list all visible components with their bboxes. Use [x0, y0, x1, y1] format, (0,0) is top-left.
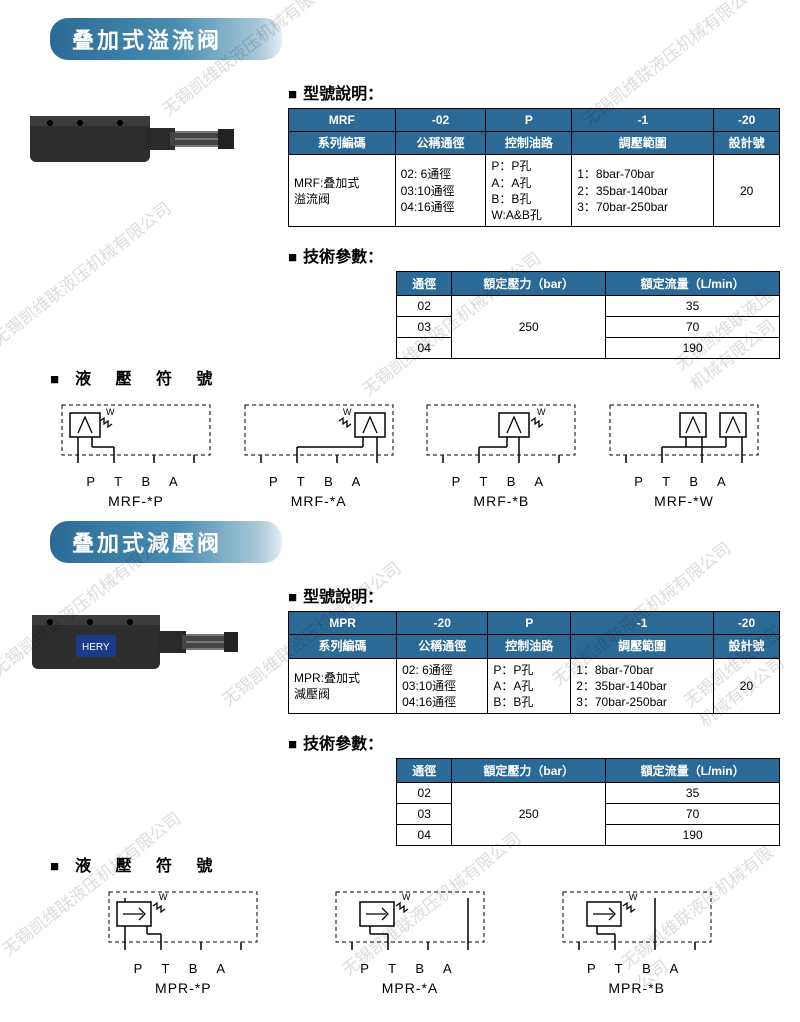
- th: 系列編碼: [289, 132, 396, 155]
- svg-text:W: W: [402, 892, 411, 902]
- th: 通徑: [397, 272, 452, 296]
- td: 20: [714, 155, 780, 227]
- symbol-ports: P T B A: [103, 961, 263, 976]
- th: 公稱通徑: [395, 132, 486, 155]
- svg-text:HERY: HERY: [82, 642, 110, 653]
- symbol-label: MRF-*P: [56, 493, 216, 509]
- product2-image: HERY: [20, 591, 250, 696]
- th: -02: [395, 109, 486, 132]
- th: 系列編碼: [289, 635, 397, 658]
- td: 250: [452, 296, 606, 359]
- th: -1: [572, 109, 714, 132]
- symbol-label: MRF-*W: [604, 493, 764, 509]
- symbol-ports: P T B A: [604, 474, 764, 489]
- symbol-label: MPR-*A: [330, 980, 490, 996]
- svg-text:W: W: [537, 407, 546, 417]
- product2-symbol-heading: 液 壓 符 號: [50, 852, 780, 876]
- symbol-ports: P T B A: [330, 961, 490, 976]
- th: 額定壓力（bar）: [452, 759, 606, 783]
- td: 04: [397, 825, 452, 846]
- th: 額定流量（L/min）: [606, 759, 780, 783]
- th: 調壓範圍: [572, 132, 714, 155]
- symbol-label: MRF-*A: [239, 493, 399, 509]
- th: P: [488, 612, 571, 635]
- product1-model-table: MRF -02 P -1 -20 系列編碼 公稱通徑 控制油路 調壓範圍 設計號…: [288, 108, 780, 227]
- symbol-mrf-p: W P T B A MRF-*P: [56, 399, 216, 509]
- symbol-mrf-b: W P T B A MRF-*B: [421, 399, 581, 509]
- symbol-label: MPR-*B: [557, 980, 717, 996]
- product1-spec-heading: 技術參數：: [288, 243, 780, 267]
- product1-model-heading: 型號說明：: [288, 80, 780, 104]
- th: -20: [714, 109, 780, 132]
- th: 控制油路: [488, 635, 571, 658]
- symbol-ports: P T B A: [56, 474, 216, 489]
- td: 03: [397, 317, 452, 338]
- symbol-mpr-a: W P T B A MPR-*A: [330, 886, 490, 996]
- th: 額定流量（L/min）: [606, 272, 780, 296]
- td: 1：8bar-70bar 2：35bar-140bar 3：70bar-250b…: [572, 155, 714, 227]
- td: 190: [606, 338, 780, 359]
- td: 02: 6通徑 03:10通徑 04:16通徑: [397, 658, 488, 714]
- th: 設計號: [714, 132, 780, 155]
- th: 調壓範圍: [571, 635, 714, 658]
- th: -20: [713, 612, 779, 635]
- td: 1：8bar-70bar 2：35bar-140bar 3：70bar-250b…: [571, 658, 714, 714]
- th: MRF: [289, 109, 396, 132]
- td: 190: [606, 825, 780, 846]
- symbol-mrf-w: P T B A MRF-*W: [604, 399, 764, 509]
- symbol-ports: P T B A: [557, 961, 717, 976]
- th: -20: [397, 612, 488, 635]
- product2-model-table: MPR -20 P -1 -20 系列編碼 公稱通徑 控制油路 調壓範圍 設計號…: [288, 611, 780, 714]
- td: 03: [397, 804, 452, 825]
- td: 70: [606, 317, 780, 338]
- symbol-mrf-a: W P T B A MRF-*A: [239, 399, 399, 509]
- td: 04: [397, 338, 452, 359]
- product1-image: [20, 88, 250, 193]
- th: 設計號: [713, 635, 779, 658]
- th: 公稱通徑: [397, 635, 488, 658]
- th: 控制油路: [486, 132, 572, 155]
- th: P: [486, 109, 572, 132]
- svg-text:W: W: [629, 892, 638, 902]
- symbol-ports: P T B A: [421, 474, 581, 489]
- product1-title: 叠加式溢流阀: [50, 18, 282, 60]
- th: -1: [571, 612, 714, 635]
- svg-text:W: W: [343, 407, 352, 417]
- symbol-mpr-b: W P T B A MPR-*B: [557, 886, 717, 996]
- symbol-label: MPR-*P: [103, 980, 263, 996]
- product2-model-heading: 型號說明：: [288, 583, 780, 607]
- td: P：P孔 A：A孔 B：B孔 W:A&B孔: [486, 155, 572, 227]
- th: MPR: [289, 612, 397, 635]
- td: 35: [606, 296, 780, 317]
- td: 02: [397, 296, 452, 317]
- td: 20: [713, 658, 779, 714]
- product2-title: 叠加式減壓阀: [50, 521, 282, 563]
- td: MPR:叠加式 減壓阀: [289, 658, 397, 714]
- symbol-label: MRF-*B: [421, 493, 581, 509]
- symbol-ports: P T B A: [239, 474, 399, 489]
- td: 35: [606, 783, 780, 804]
- td: 70: [606, 804, 780, 825]
- symbol-mpr-p: W P T B A MPR-*P: [103, 886, 263, 996]
- svg-text:W: W: [106, 407, 115, 417]
- td: P：P孔 A：A孔 B：B孔: [488, 658, 571, 714]
- td: MRF:叠加式 溢流阀: [289, 155, 396, 227]
- td: 250: [452, 783, 606, 846]
- th: 額定壓力（bar）: [452, 272, 606, 296]
- td: 02: [397, 783, 452, 804]
- svg-text:W: W: [159, 892, 168, 902]
- product1-spec-table: 通徑 額定壓力（bar） 額定流量（L/min） 02 250 35 03 70…: [396, 271, 780, 359]
- th: 通徑: [397, 759, 452, 783]
- product2-spec-heading: 技術參數：: [288, 730, 780, 754]
- product2-spec-table: 通徑 額定壓力（bar） 額定流量（L/min） 02 250 35 03 70…: [396, 758, 780, 846]
- product1-symbol-heading: 液 壓 符 號: [50, 365, 780, 389]
- td: 02: 6通徑 03:10通徑 04:16通徑: [395, 155, 486, 227]
